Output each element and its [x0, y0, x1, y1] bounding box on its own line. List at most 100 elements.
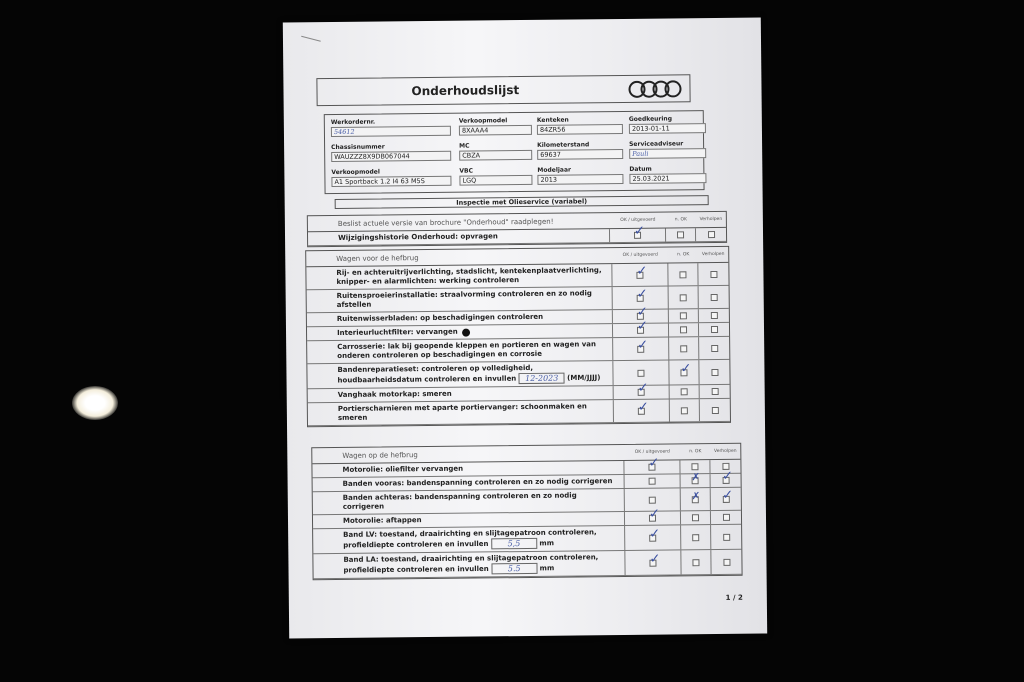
item-label: Band LA: toestand, draairichting en slij…	[343, 553, 599, 575]
not-ok-checkbox[interactable]	[680, 388, 688, 396]
info-label: MC	[459, 142, 470, 150]
checklist-section: Wagen op de hefbrug OK / uitgevoerd n. OK V…	[311, 442, 743, 581]
checklist-row: Band LA: toestand, draairichting en slij…	[313, 549, 742, 580]
ok-checkbox[interactable]	[633, 231, 642, 239]
col-ok: OK / uitgevoerd	[634, 449, 670, 455]
info-field: Goedkeuring 2013-01-11	[629, 115, 711, 136]
info-value: 8XAAA4	[458, 124, 533, 136]
item-label: Portierscharnieren met aparte portiervan…	[337, 402, 587, 422]
maintenance-checklist-page: Onderhoudslijst Werkordernr. 54612 Verkoop…	[282, 17, 768, 639]
info-field: MC CBZA	[459, 142, 537, 163]
item-label: Banden vooras: bandenspanning controlere…	[342, 477, 613, 488]
not-ok-checkbox[interactable]	[691, 514, 700, 522]
info-field: Verkoopmodel 8XAAA4	[459, 117, 537, 138]
not-ok-checkbox[interactable]	[680, 344, 688, 352]
ok-checkbox[interactable]	[648, 477, 656, 485]
fixed-checkbox[interactable]	[710, 368, 719, 376]
info-value: LGQ	[459, 174, 533, 186]
info-field: Datum 25.03.2021	[629, 165, 711, 186]
item-label: Vanghaak motorkap: smeren	[337, 389, 452, 399]
info-value: A1 Sportback 1.2 I4 63 M5S	[331, 175, 452, 188]
item-label: Motorolie: aftappen	[342, 516, 422, 525]
ok-checkbox[interactable]	[649, 559, 657, 567]
item-label: Interieurluchtfilter: vervangen	[336, 327, 458, 337]
fixed-checkbox[interactable]	[707, 231, 715, 239]
not-ok-checkbox[interactable]	[676, 231, 685, 239]
checklist-row: Wijzigingshistorie Onderhoud: opvragen	[307, 227, 727, 247]
item-label: Motorolie: oliefilter vervangen	[342, 464, 464, 474]
info-label: Kenteken	[536, 116, 569, 124]
not-ok-checkbox[interactable]	[692, 533, 700, 541]
fixed-checkbox[interactable]	[722, 513, 730, 521]
audi-logo-icon	[628, 79, 682, 98]
staple-mark	[301, 35, 321, 42]
fixed-checkbox[interactable]	[710, 344, 718, 352]
col-nok: n. OK	[674, 217, 688, 223]
fixed-checkbox[interactable]	[722, 495, 730, 503]
not-ok-checkbox[interactable]	[691, 495, 699, 503]
info-value: WAUZZZ8X9DB067044	[331, 150, 452, 163]
ok-checkbox[interactable]	[649, 534, 657, 542]
unit-label: mm	[539, 539, 555, 548]
info-label: Datum	[629, 165, 652, 173]
ok-checkbox[interactable]	[636, 271, 644, 279]
handwritten-value: 12-2023	[518, 372, 565, 385]
ok-checkbox[interactable]	[637, 345, 645, 353]
fixed-checkbox[interactable]	[710, 293, 718, 301]
info-label: Chassisnummer	[331, 143, 385, 152]
col-ok: OK / uitgevoerd	[620, 217, 656, 223]
fixed-checkbox[interactable]	[711, 406, 719, 414]
ok-checkbox[interactable]	[637, 388, 645, 396]
ok-checkbox[interactable]	[636, 326, 645, 334]
item-label: Ruitensproeierinstallatie: straalvorming…	[336, 289, 592, 309]
info-value: CBZA	[459, 149, 533, 161]
handwritten-value: 5,5	[490, 537, 538, 550]
section-title: Wagen voor de hefbrug	[336, 253, 419, 263]
checklist-section: Beslist actuele versie van brochure "Ond…	[306, 210, 728, 248]
fixed-checkbox[interactable]	[711, 387, 719, 396]
info-value: 2013	[537, 173, 624, 185]
fixed-checkbox[interactable]	[710, 325, 718, 334]
info-value: 69637	[537, 148, 624, 160]
col-fixed: Verholpen	[713, 448, 737, 455]
section-title: Beslist actuele versie van brochure "Ond…	[337, 217, 554, 228]
ok-checkbox[interactable]	[648, 514, 657, 522]
fixed-checkbox[interactable]	[710, 311, 718, 320]
ok-checkbox[interactable]	[637, 407, 645, 415]
ok-checkbox[interactable]	[636, 294, 644, 302]
info-field: VBC LGQ	[459, 167, 537, 188]
info-field: Werkordernr. 54612	[331, 118, 459, 139]
ok-checkbox[interactable]	[648, 463, 656, 471]
info-label: Goedkeuring	[628, 115, 673, 123]
not-ok-checkbox[interactable]	[680, 406, 688, 414]
info-value: 25.03.2021	[629, 173, 707, 184]
info-field: Serviceadviseur Pauli	[629, 140, 711, 161]
checklist-row: Portierscharnieren met aparte portiervan…	[307, 398, 730, 427]
not-ok-checkbox[interactable]	[692, 558, 700, 566]
item-label: Carrosserie: lak bij geopende kleppen en…	[337, 340, 597, 360]
fixed-checkbox[interactable]	[722, 476, 730, 484]
not-ok-checkbox[interactable]	[679, 293, 687, 301]
unit-label: mm	[539, 564, 555, 573]
info-label: Verkoopmodel	[458, 117, 508, 125]
not-ok-checkbox[interactable]	[691, 477, 699, 485]
info-value: 84ZR56	[536, 123, 624, 135]
info-label: Serviceadviseur	[629, 140, 684, 148]
fixed-checkbox[interactable]	[722, 558, 730, 566]
not-ok-checkbox[interactable]	[679, 270, 687, 278]
item-label: Band LV: toestand, draairichting en slij…	[343, 528, 597, 550]
page-number: 1 / 2	[725, 593, 743, 602]
fixed-checkbox[interactable]	[709, 270, 717, 278]
unit-label: (MM/JJJJ)	[567, 373, 601, 383]
not-ok-checkbox[interactable]	[679, 312, 687, 320]
col-nok: n. OK	[677, 252, 690, 258]
col-fixed: Verholpen	[699, 216, 723, 223]
not-ok-checkbox[interactable]	[680, 368, 688, 376]
not-ok-checkbox[interactable]	[679, 326, 688, 334]
fixed-checkbox[interactable]	[722, 533, 730, 541]
ok-checkbox[interactable]	[637, 369, 645, 377]
info-label: Werkordernr.	[330, 118, 376, 127]
info-value: 2013-01-11	[628, 123, 707, 134]
ok-checkbox[interactable]	[648, 496, 656, 504]
not-ok-checkbox[interactable]	[691, 463, 699, 471]
